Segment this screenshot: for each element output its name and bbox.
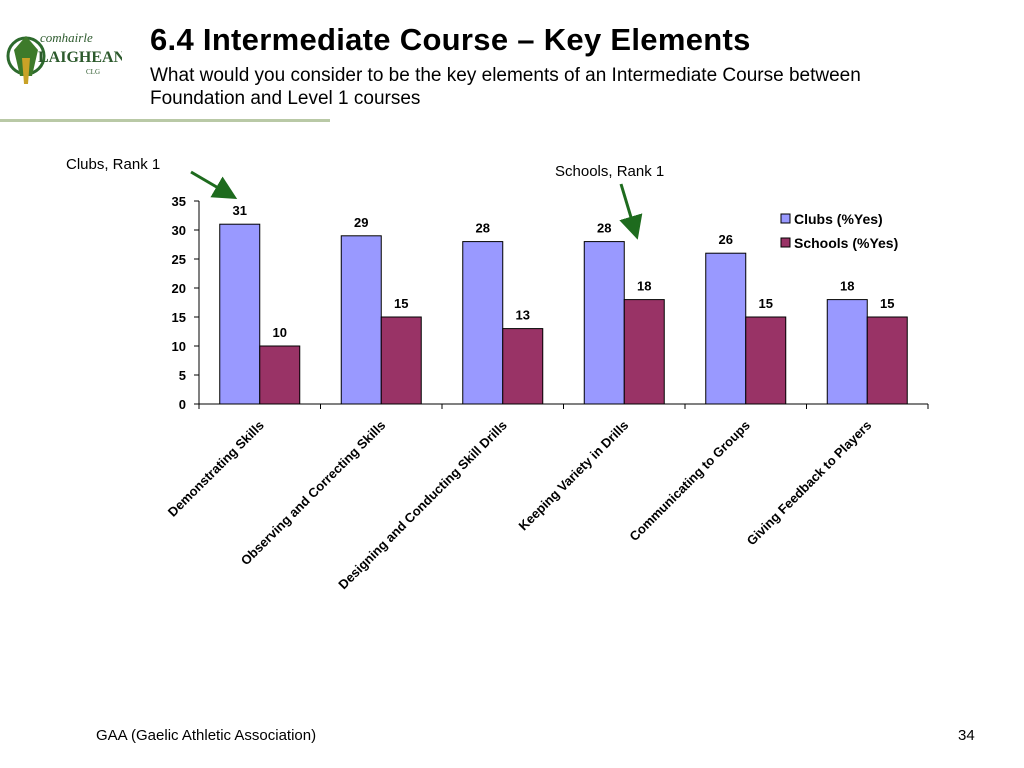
comhairle-laighean-logo: comhairle LAIGHEAN CLG [6, 30, 122, 84]
data-label: 28 [476, 221, 490, 236]
data-label: 31 [233, 203, 247, 218]
data-label: 13 [516, 308, 530, 323]
bar-clubs [219, 223, 261, 405]
data-label: 29 [354, 215, 368, 230]
bar-clubs [340, 235, 382, 405]
y-tick-label: 5 [179, 368, 186, 383]
plot-area: 0 5 10 15 20 25 30 35 31 10 Demonstrating Skills 29… [165, 194, 929, 592]
bar-clubs [705, 252, 747, 405]
clubs-annotation-arrow [190, 170, 238, 200]
data-label: 28 [597, 221, 611, 236]
logo-line3: CLG [86, 68, 100, 76]
x-category-label: Observing and Correcting Skills [238, 418, 389, 569]
legend-swatch [780, 213, 791, 224]
legend-swatch [780, 237, 791, 248]
clubs-rank-annotation: Clubs, Rank 1 [66, 156, 161, 173]
slide-subtitle: What would you consider to be the key el… [150, 65, 861, 109]
x-category-label: Demonstrating Skills [165, 418, 267, 520]
schools-rank-annotation: Schools, Rank 1 [555, 163, 665, 180]
y-tick-label: 10 [172, 339, 186, 354]
y-tick-label: 25 [172, 252, 186, 267]
bar-clubs [462, 241, 504, 405]
bar-schools [502, 328, 544, 405]
y-tick-label: 35 [172, 194, 186, 209]
y-tick-label: 20 [172, 281, 186, 296]
data-label: 18 [637, 279, 651, 294]
page-number: 34 [958, 727, 975, 744]
data-label: 15 [759, 296, 773, 311]
chart-legend: Clubs (%Yes) Schools (%Yes) [780, 211, 898, 251]
schools-annotation-arrow [619, 183, 643, 240]
header-divider [0, 119, 330, 122]
bar-clubs [826, 299, 868, 405]
footer-text: GAA (Gaelic Athletic Association) [96, 727, 317, 744]
y-tick-label: 0 [179, 397, 186, 412]
data-label: 18 [840, 279, 854, 294]
y-tick-label: 30 [172, 223, 186, 238]
data-label: 26 [719, 232, 733, 247]
bar-schools [745, 316, 787, 405]
logo-line2: LAIGHEAN [38, 49, 122, 66]
bar-clubs [583, 241, 625, 405]
bar-schools [380, 316, 422, 405]
x-category-label: Keeping Variety in Drills [516, 418, 632, 534]
data-label: 15 [394, 296, 408, 311]
y-tick-label: 15 [172, 310, 186, 325]
x-category-label: Giving Feedback to Players [744, 418, 875, 549]
bar-schools [866, 316, 908, 405]
data-label: 10 [273, 325, 287, 340]
data-label: 15 [880, 296, 894, 311]
slide-title: 6.4 Intermediate Course – Key Elements [150, 22, 751, 57]
logo-line1: comhairle [40, 30, 93, 45]
bar-schools [259, 345, 301, 405]
bar-schools [623, 299, 665, 405]
legend-label: Clubs (%Yes) [794, 211, 883, 227]
x-category-label: Communicating to Groups [626, 418, 753, 545]
legend-label: Schools (%Yes) [794, 235, 898, 251]
